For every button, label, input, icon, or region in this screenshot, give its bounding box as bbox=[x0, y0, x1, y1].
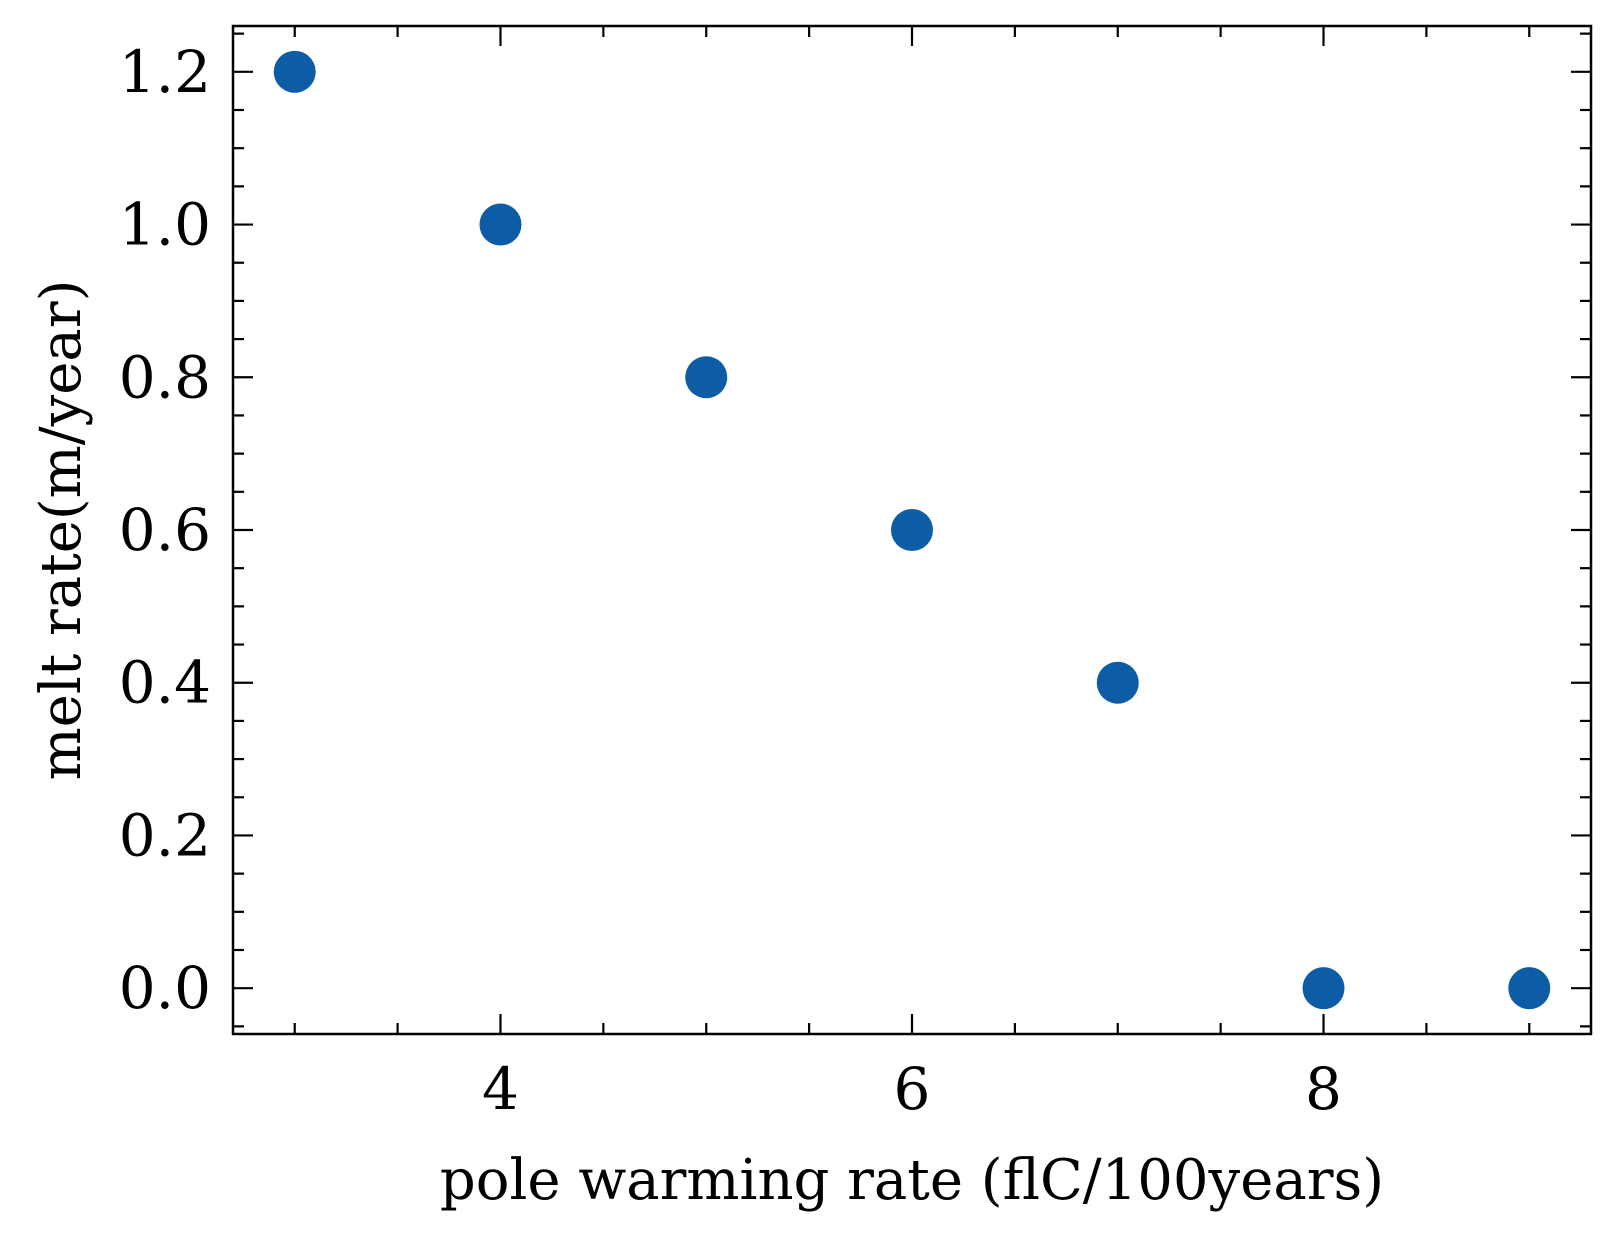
y-axis-title: melt rate(m/year) bbox=[29, 280, 94, 781]
data-point bbox=[1302, 967, 1345, 1010]
data-points bbox=[273, 50, 1551, 1010]
x-tick-label: 8 bbox=[1305, 1055, 1342, 1123]
y-tick-labels: 0.0 0.2 0.4 0.6 0.8 1.0 1.2 bbox=[119, 38, 211, 1022]
y-tick-label: 0.0 bbox=[119, 954, 211, 1022]
x-tick-labels: 4 6 8 bbox=[482, 1055, 1342, 1123]
y-tick-label: 0.8 bbox=[119, 343, 211, 411]
x-tick-label: 4 bbox=[482, 1055, 519, 1123]
data-point bbox=[1508, 967, 1551, 1010]
data-point bbox=[479, 203, 522, 246]
x-tick-label: 6 bbox=[894, 1055, 931, 1123]
y-tick-label: 0.4 bbox=[119, 649, 211, 717]
y-tick-label: 1.2 bbox=[119, 38, 211, 106]
data-point bbox=[685, 356, 728, 399]
y-tick-label: 0.6 bbox=[119, 496, 211, 564]
minor-ticks bbox=[233, 26, 1591, 1034]
x-axis-title: pole warming rate (ﬂC/100years) bbox=[440, 1148, 1384, 1213]
y-tick-label: 1.0 bbox=[119, 191, 211, 259]
data-point bbox=[1096, 661, 1139, 704]
major-ticks bbox=[233, 26, 1591, 1034]
y-tick-label: 0.2 bbox=[119, 801, 211, 869]
plot-frame bbox=[231, 24, 1593, 1036]
data-point bbox=[273, 50, 316, 93]
data-point bbox=[891, 509, 933, 551]
